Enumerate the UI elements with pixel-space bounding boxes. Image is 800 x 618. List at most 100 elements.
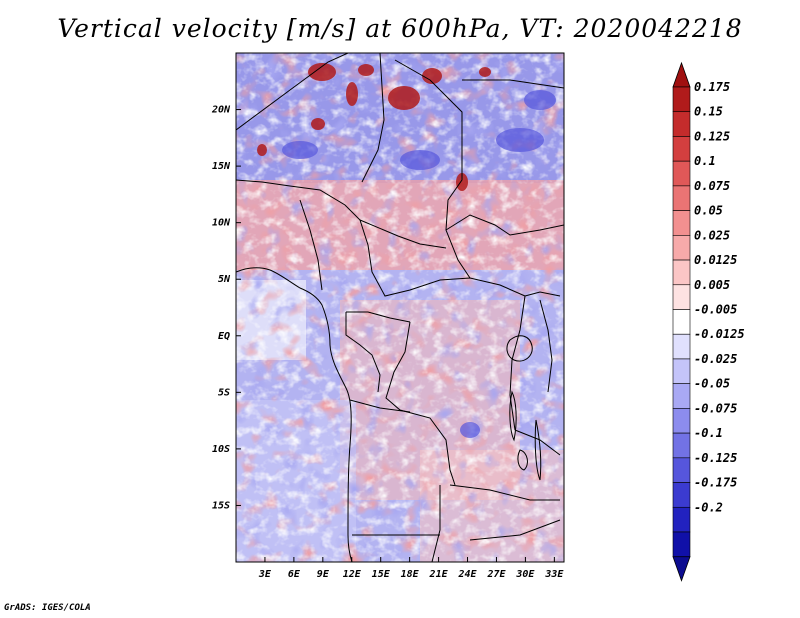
border	[367, 244, 526, 297]
colorbar-label: 0.05	[694, 204, 723, 218]
velocity-field	[236, 53, 564, 562]
y-tick-label: EQ	[218, 331, 230, 342]
colorbar-label: 0.1	[694, 154, 716, 168]
border	[359, 219, 447, 249]
colorbar-swatch	[672, 86, 691, 113]
x-tick-label: 9E	[317, 569, 330, 580]
updraft-cells	[257, 63, 491, 191]
axis-labels: 3E 6E 9E 12E 15E 18E 21E 24E 27E 30E 33E 20N 15N 10N 5…	[211, 105, 564, 580]
colorbar-label: -0.125	[694, 451, 737, 465]
updraft-cell	[422, 68, 442, 84]
colorbar-label: -0.2	[694, 500, 723, 514]
border	[539, 299, 553, 393]
colorbar-label: -0.075	[694, 401, 737, 415]
colorbar-label: 0.125	[694, 129, 730, 143]
border	[514, 429, 561, 456]
colorbar-label: -0.0125	[694, 327, 745, 341]
updraft-cell	[388, 86, 420, 110]
y-tick-label: 5N	[218, 274, 231, 285]
lake	[509, 390, 517, 442]
colorbar-swatch	[672, 432, 691, 459]
updraft-cell	[479, 67, 491, 77]
colorbar-swatch	[672, 482, 691, 508]
x-tick-label: 15E	[372, 569, 391, 580]
colorbar-top-arrow	[672, 61, 691, 88]
border	[462, 79, 564, 89]
border	[361, 53, 385, 183]
updraft-cell	[346, 82, 358, 106]
y-tick-label: 10N	[212, 218, 231, 229]
border	[385, 321, 456, 486]
downdraft-cell	[496, 128, 544, 152]
x-tick-label: 30E	[515, 569, 535, 580]
x-tick-label: 3E	[258, 569, 272, 580]
x-tick-label: 18E	[401, 569, 420, 580]
updraft-cell	[456, 173, 468, 191]
y-tick-label: 15S	[212, 500, 230, 511]
border	[449, 484, 560, 501]
colorbar-swatch	[672, 136, 691, 162]
colorbar-label: 0.025	[694, 228, 730, 242]
border	[431, 485, 441, 562]
colorbar-label: -0.175	[694, 476, 737, 490]
y-tick-label: 5S	[218, 387, 230, 398]
colorbar-label: -0.1	[694, 426, 723, 440]
country-borders	[236, 53, 564, 562]
chart-title: Vertical velocity [m/s] at 600hPa, VT: 2…	[57, 14, 743, 43]
downdraft-cell	[460, 422, 480, 438]
border	[445, 214, 564, 236]
y-tick-label: 10S	[212, 444, 230, 455]
border	[299, 199, 323, 291]
lake	[506, 335, 533, 362]
y-tick-label: 20N	[211, 105, 231, 116]
colorbar-swatch	[672, 185, 691, 211]
downdraft-cell	[524, 90, 556, 110]
border	[524, 291, 561, 297]
colorbar-swatch	[672, 506, 691, 533]
border	[349, 399, 411, 413]
colorbar-label: 0.005	[694, 278, 730, 292]
colorbar-swatch	[672, 531, 691, 558]
colorbar-label: 0.15	[694, 105, 723, 119]
border	[345, 312, 381, 393]
x-tick-label: 27E	[486, 569, 506, 580]
downdraft-cells	[282, 90, 556, 438]
map-frame	[235, 52, 565, 563]
colorbar-label: -0.005	[694, 303, 737, 317]
downdraft-cell	[282, 141, 318, 159]
lake	[517, 449, 528, 471]
border	[236, 53, 349, 131]
colorbar-swatch	[672, 457, 691, 483]
colorbar-bottom-arrow	[672, 556, 691, 582]
x-tick-label: 33E	[544, 569, 564, 580]
colorbar-label: 0.175	[694, 80, 730, 94]
y-tick-label: 15N	[212, 161, 231, 172]
colorbar-swatch	[672, 358, 691, 384]
colorbar: 0.175 0.15 0.125 0.1 0.075 0.05 0.025 0.0125 0.0…	[672, 61, 745, 582]
colorbar-swatch	[672, 309, 691, 335]
border	[394, 59, 471, 279]
updraft-cell	[358, 64, 374, 76]
colorbar-label: 0.075	[694, 179, 730, 193]
downdraft-cell	[400, 150, 440, 170]
colorbar-swatch	[672, 284, 691, 310]
colorbar-swatch	[672, 333, 691, 360]
x-tick-label: 21E	[429, 569, 449, 580]
coastline	[236, 267, 353, 562]
x-tick-label: 24E	[457, 569, 477, 580]
axis-ticks	[236, 109, 555, 562]
border	[509, 295, 526, 431]
grads-credit: GrADS: IGES/COLA	[4, 603, 91, 613]
colorbar-swatch	[672, 408, 691, 434]
updraft-cell	[311, 118, 325, 130]
colorbar-label: -0.025	[694, 352, 737, 366]
updraft-cell	[308, 63, 336, 81]
border	[346, 311, 411, 323]
border	[469, 519, 561, 541]
colorbar-swatch	[672, 210, 691, 236]
colorbar-swatch	[672, 160, 691, 187]
colorbar-label: 0.0125	[694, 253, 737, 267]
colorbar-swatch	[672, 111, 691, 137]
colorbar-swatch	[672, 235, 691, 261]
